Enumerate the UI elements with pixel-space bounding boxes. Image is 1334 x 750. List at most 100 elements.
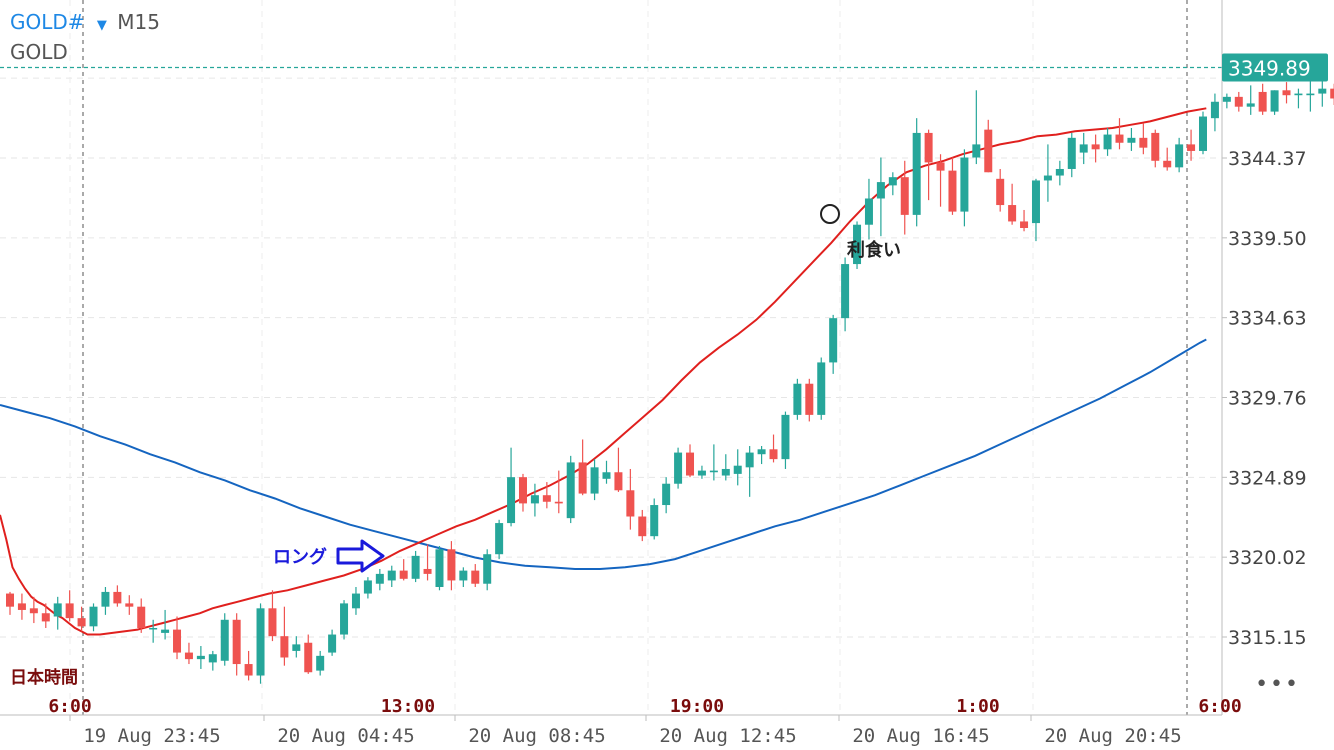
candle-body <box>113 591 122 604</box>
bearish-candle <box>125 595 134 615</box>
candle-body <box>817 362 826 415</box>
bearish-candle <box>936 154 945 207</box>
candle-body <box>232 619 241 665</box>
candle-body <box>495 523 504 555</box>
bearish-candle <box>471 564 480 588</box>
bearish-candle <box>113 585 122 607</box>
bearish-candle <box>1163 147 1172 171</box>
candle-body <box>602 472 611 479</box>
candle-body <box>149 627 158 630</box>
candle-body <box>912 132 921 215</box>
bearish-candle <box>578 439 587 496</box>
candle-body <box>518 477 527 504</box>
bearish-candle <box>805 378 814 422</box>
symbol-name[interactable]: GOLD# <box>10 10 85 34</box>
bullish-candle <box>1043 144 1052 202</box>
jst-time-label: 6:00 <box>48 696 91 717</box>
bullish-candle <box>697 465 706 479</box>
more-options-icon[interactable]: ••• <box>1255 672 1300 697</box>
candle-body <box>399 570 408 579</box>
bearish-candle <box>554 470 563 514</box>
candle-body <box>864 198 873 225</box>
bearish-candle <box>399 559 408 581</box>
bearish-candle <box>17 593 26 620</box>
candle-body <box>1199 116 1207 151</box>
bullish-candle <box>101 587 110 615</box>
candle-body <box>674 452 683 484</box>
bearish-candle <box>65 590 74 622</box>
bullish-candle <box>1222 93 1231 109</box>
candle-body <box>328 634 337 653</box>
bullish-candle <box>459 567 468 588</box>
long-entry-arrow-icon <box>336 539 385 573</box>
current-price-badge <box>1222 53 1328 82</box>
candle-body <box>1163 160 1172 168</box>
candle-body <box>1103 134 1112 150</box>
candle-body <box>340 603 349 635</box>
bullish-candle <box>220 613 229 666</box>
candle-body <box>924 132 933 163</box>
candle-body <box>626 490 635 517</box>
bearish-candle <box>232 613 241 676</box>
candle-body <box>1055 168 1064 176</box>
timeframe-dropdown-icon[interactable]: ▼ <box>96 18 107 33</box>
bullish-candle <box>483 549 492 591</box>
candle-body <box>184 652 193 660</box>
candle-body <box>841 264 850 319</box>
candle-body <box>1115 134 1124 143</box>
symbol-header[interactable]: GOLD# ▼ M15 <box>10 10 160 34</box>
candle-body <box>471 570 480 584</box>
candle-body <box>530 495 539 504</box>
price-tick-label: 3339.50 <box>1228 228 1307 250</box>
bullish-candle <box>89 603 98 632</box>
bullish-candle <box>149 619 158 643</box>
candle-body <box>459 570 468 581</box>
candle-body <box>89 606 98 627</box>
fast-moving-average-line <box>0 107 1207 636</box>
candle-body <box>316 655 325 671</box>
candle-body <box>721 468 730 476</box>
bullish-candle <box>1270 90 1279 115</box>
bearish-candle <box>614 447 623 492</box>
bullish-candle <box>1127 128 1136 151</box>
candle-body <box>1234 96 1243 107</box>
candle-body <box>435 549 444 588</box>
candle-body <box>662 483 671 506</box>
candles <box>6 78 1334 684</box>
candle-body <box>542 495 551 502</box>
candle-body <box>244 664 253 676</box>
candle-body <box>757 449 766 455</box>
candle-body <box>363 580 372 594</box>
candle-body <box>1258 91 1267 112</box>
bearish-candle <box>1151 129 1160 168</box>
candle-body <box>614 472 623 491</box>
bearish-candle <box>6 591 14 615</box>
bullish-candle <box>1318 78 1327 107</box>
bearish-candle <box>268 590 277 642</box>
bearish-candle <box>280 606 289 666</box>
candle-body <box>1067 137 1076 169</box>
candle-body <box>1091 144 1100 150</box>
bullish-candle <box>912 118 921 227</box>
candle-body <box>1031 180 1040 224</box>
candle-body <box>220 619 229 661</box>
bullish-candle <box>745 446 754 497</box>
jst-label: 日本時間 <box>10 667 78 688</box>
candle-body <box>41 613 50 622</box>
bullish-candle <box>340 600 349 640</box>
candle-body <box>686 452 695 476</box>
candle-body <box>1210 101 1219 119</box>
bullish-candle <box>888 172 897 196</box>
bullish-candle <box>316 650 325 676</box>
candle-body <box>566 462 575 519</box>
slow-moving-average-line <box>0 338 1207 570</box>
candle-body <box>1282 90 1291 96</box>
candle-body <box>781 414 790 460</box>
bearish-candle <box>447 541 456 591</box>
bullish-candle <box>960 149 969 227</box>
timeframe-label[interactable]: M15 <box>117 10 160 34</box>
candle-body <box>6 593 14 607</box>
bearish-candle <box>1187 129 1196 161</box>
candle-body <box>900 177 909 215</box>
